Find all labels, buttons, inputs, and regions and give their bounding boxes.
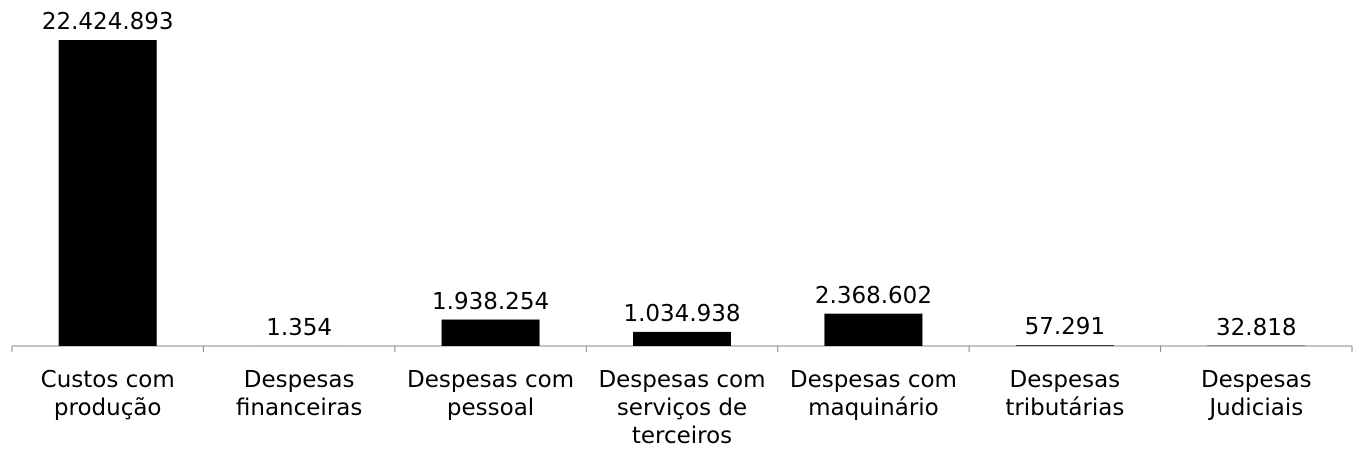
- value-label: 57.291: [1024, 314, 1106, 341]
- bar: [824, 313, 923, 346]
- value-label: 2.368.602: [814, 282, 932, 309]
- x-tick-label: Despesas financeiras: [235, 367, 363, 421]
- value-label: 22.424.893: [41, 9, 174, 35]
- bar: [58, 40, 157, 346]
- bar: [633, 331, 731, 346]
- bar: [441, 319, 540, 346]
- x-tick-label: Despesas com maquinário: [789, 367, 957, 421]
- x-tick-label: Despesas tributárias: [1005, 367, 1125, 421]
- x-tick-label: Despesas Judiciais: [1200, 367, 1312, 421]
- x-tick-label: Custos com produção: [40, 367, 175, 421]
- value-label: 1.034.938: [623, 300, 741, 327]
- bar: [1015, 345, 1114, 346]
- x-tick-label: Despesas com pessoal: [407, 367, 575, 421]
- value-label: 32.818: [1216, 314, 1297, 341]
- value-label: 1.354: [266, 314, 333, 341]
- value-label: 1.938.254: [432, 288, 550, 315]
- x-tick-label: Despesas com serviços de terceiros: [598, 367, 766, 449]
